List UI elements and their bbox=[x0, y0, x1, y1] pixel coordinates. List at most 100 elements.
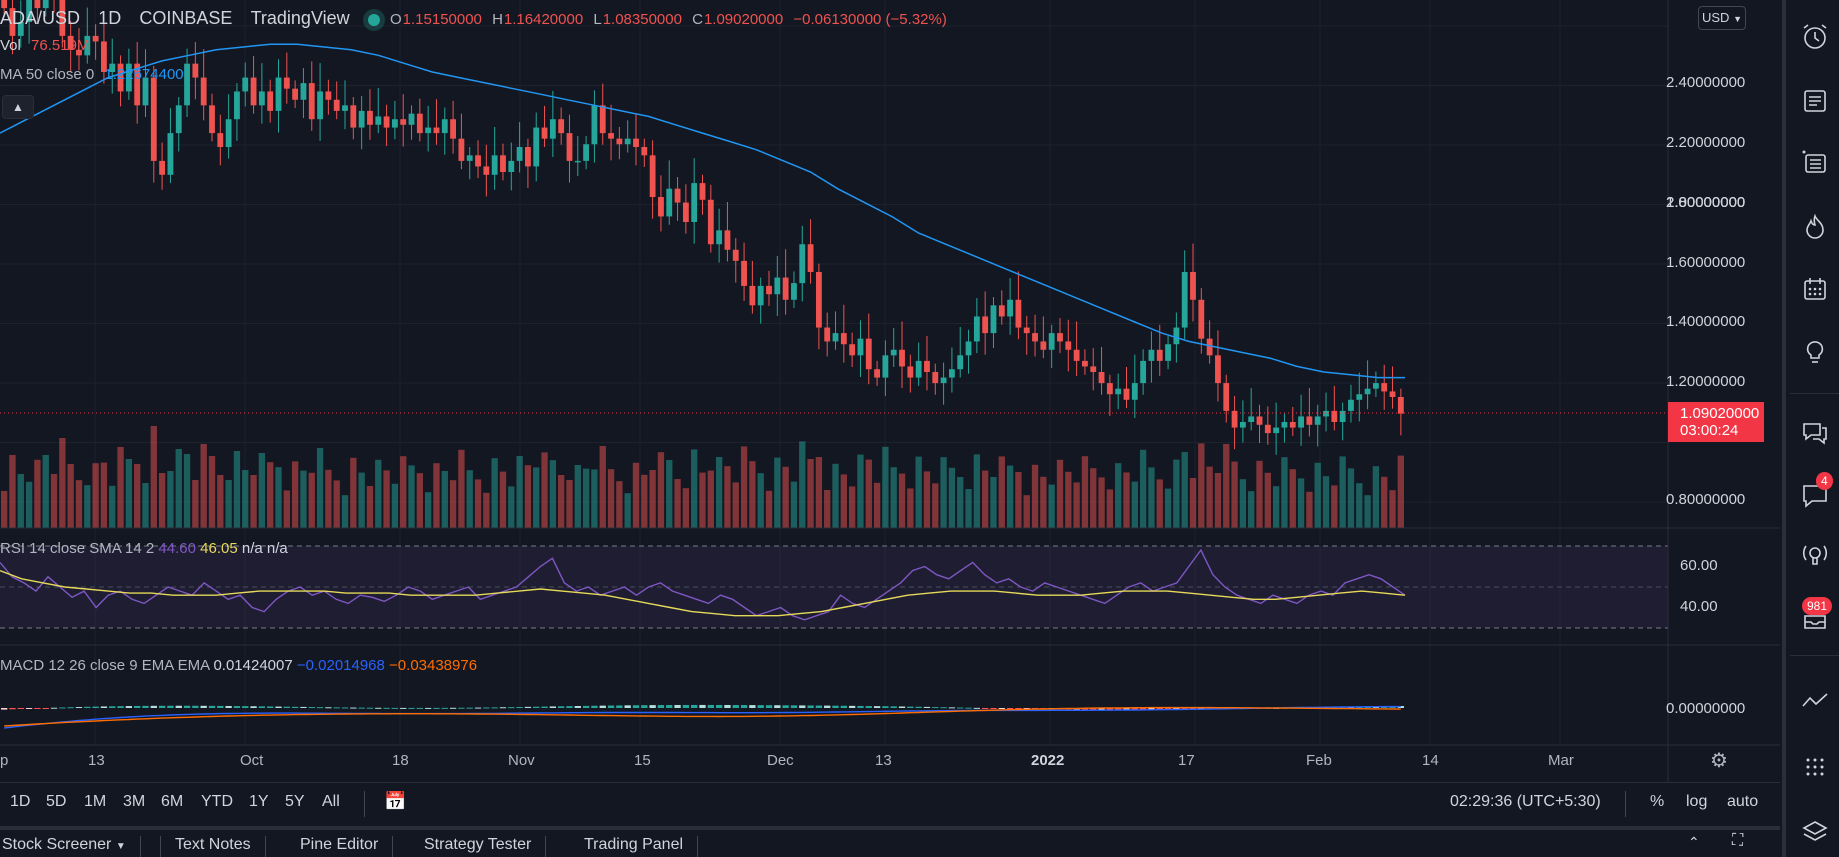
macd-histogram-bar bbox=[890, 706, 897, 708]
macd-histogram-bar bbox=[491, 707, 498, 709]
auto-scale-button[interactable]: auto bbox=[1727, 793, 1759, 810]
calendar-icon[interactable] bbox=[1800, 274, 1830, 304]
volume-bar bbox=[1198, 443, 1205, 528]
candle-body bbox=[1023, 327, 1030, 334]
range-button-ytd[interactable]: YTD bbox=[201, 793, 233, 810]
ma-legend[interactable]: MA 50 close 0 1.22674400 bbox=[0, 66, 190, 83]
volume-bar bbox=[1115, 463, 1122, 528]
volume-bar bbox=[582, 468, 590, 528]
macd-histogram-bar bbox=[865, 706, 872, 708]
tab-trading-panel[interactable]: Trading Panel bbox=[570, 836, 699, 857]
candle-body bbox=[558, 119, 565, 134]
candle-body bbox=[458, 138, 465, 161]
volume-bar bbox=[283, 490, 290, 528]
collapse-legend-button[interactable]: ▲ bbox=[2, 95, 34, 119]
percent-scale-button[interactable]: % bbox=[1650, 793, 1665, 810]
candle-body bbox=[932, 372, 939, 384]
volume-bar bbox=[50, 474, 58, 528]
macd-histogram-bar bbox=[100, 706, 108, 708]
chevron-up-icon[interactable]: ⌃ bbox=[1688, 834, 1700, 850]
tab-stock-screener[interactable]: Stock Screener ▼ bbox=[2, 836, 141, 857]
alarm-clock-icon[interactable] bbox=[1800, 22, 1830, 52]
candle-body bbox=[641, 147, 648, 156]
volume-bar bbox=[1015, 472, 1022, 528]
candle-body bbox=[583, 144, 590, 161]
candle-body bbox=[1115, 388, 1122, 395]
candle-body bbox=[258, 91, 265, 106]
streams-icon[interactable] bbox=[1800, 540, 1830, 570]
candle-body bbox=[766, 285, 772, 295]
volume-bar bbox=[325, 469, 332, 528]
macd-legend[interactable]: MACD 12 26 close 9 EMA EMA 0.01424007 −0… bbox=[0, 657, 477, 674]
time-tick: p bbox=[0, 752, 9, 769]
volume-bar bbox=[1306, 491, 1313, 528]
volume-bar bbox=[375, 459, 382, 528]
watchlist-icon[interactable] bbox=[1800, 148, 1830, 178]
macd-histogram-bar bbox=[350, 707, 357, 709]
macd-histogram-bar bbox=[1090, 708, 1097, 710]
candle-body bbox=[674, 188, 681, 203]
range-button-3m[interactable]: 3M bbox=[123, 793, 146, 810]
macd-histogram-bar bbox=[982, 708, 989, 709]
volume-bar bbox=[549, 460, 557, 528]
volume-bar bbox=[1123, 472, 1130, 528]
chat-icon[interactable] bbox=[1800, 418, 1830, 448]
log-scale-button[interactable]: log bbox=[1686, 793, 1708, 810]
layers-icon[interactable] bbox=[1800, 818, 1830, 848]
candle-body bbox=[234, 91, 240, 120]
dots-grid-icon[interactable] bbox=[1800, 752, 1830, 782]
symbol-name[interactable]: ADA/USD bbox=[0, 8, 81, 28]
tab-pine-editor[interactable]: Pine Editor bbox=[286, 836, 394, 857]
interval[interactable]: 1D bbox=[98, 8, 122, 28]
candle-body bbox=[574, 160, 581, 163]
range-button-1y[interactable]: 1Y bbox=[249, 793, 269, 810]
rsi-legend[interactable]: RSI 14 close SMA 14 2 44.60 46.05 n/a n/… bbox=[0, 540, 288, 557]
candle-body bbox=[1348, 399, 1354, 411]
macd-histogram-bar bbox=[1164, 708, 1172, 710]
candle-body bbox=[9, 8, 16, 36]
volume-bar bbox=[217, 475, 224, 528]
volume-bar bbox=[1056, 459, 1064, 528]
tab-strategy-tester[interactable]: Strategy Tester bbox=[410, 836, 547, 857]
macd-histogram-bar bbox=[333, 707, 340, 709]
candle-body bbox=[716, 230, 723, 245]
tab-text-notes[interactable]: Text Notes bbox=[160, 836, 266, 857]
volume-bars bbox=[0, 426, 1405, 528]
macd-histogram-bar bbox=[973, 707, 981, 709]
hotlist-icon[interactable] bbox=[1800, 212, 1830, 242]
volume-bar bbox=[1248, 491, 1255, 528]
volume-bar bbox=[424, 492, 432, 528]
maximize-icon[interactable]: ⛶ bbox=[1732, 832, 1744, 849]
macd-histogram-bar bbox=[815, 705, 823, 708]
range-button-6m[interactable]: 6M bbox=[161, 793, 184, 810]
candle-body bbox=[466, 155, 473, 161]
volume-bar bbox=[291, 461, 299, 528]
volume-bar bbox=[1322, 476, 1330, 528]
range-button-all[interactable]: All bbox=[322, 793, 340, 810]
candle-body bbox=[109, 63, 116, 72]
rsi-label: RSI 14 close SMA 14 2 bbox=[0, 540, 155, 557]
ma-value: 1.22674400 bbox=[104, 66, 184, 83]
clock-timezone[interactable]: 02:29:36 (UTC+5:30) bbox=[1450, 793, 1601, 810]
range-button-1d[interactable]: 1D bbox=[10, 793, 31, 810]
volume-legend[interactable]: Vol 76.519M bbox=[0, 37, 95, 54]
range-button-5y[interactable]: 5Y bbox=[285, 793, 305, 810]
market-status-icon[interactable] bbox=[367, 14, 380, 27]
symbol-legend[interactable]: ADA/USD 1D COINBASE TradingView O1.15150… bbox=[0, 8, 953, 29]
macd-histogram-bar bbox=[1023, 708, 1030, 709]
ideas-icon[interactable] bbox=[1800, 338, 1830, 368]
time-tick: 15 bbox=[634, 752, 651, 769]
range-button-5d[interactable]: 5D bbox=[46, 793, 67, 810]
currency-button[interactable]: USD ▼ bbox=[1698, 6, 1746, 30]
chart-trend-icon[interactable] bbox=[1800, 686, 1830, 716]
gear-icon[interactable]: ⚙ bbox=[1710, 750, 1728, 772]
date-range-calendar-icon[interactable]: 📅 bbox=[384, 791, 407, 811]
chart-canvas[interactable] bbox=[0, 0, 1780, 782]
candle-body bbox=[1140, 360, 1147, 384]
news-icon[interactable] bbox=[1800, 86, 1830, 116]
notifications-icon[interactable] bbox=[1800, 604, 1830, 634]
range-button-1m[interactable]: 1M bbox=[84, 793, 107, 810]
macd-histogram-bar bbox=[84, 706, 91, 708]
macd-histogram-bar bbox=[990, 708, 997, 709]
ma-label: MA 50 close 0 bbox=[0, 66, 95, 83]
